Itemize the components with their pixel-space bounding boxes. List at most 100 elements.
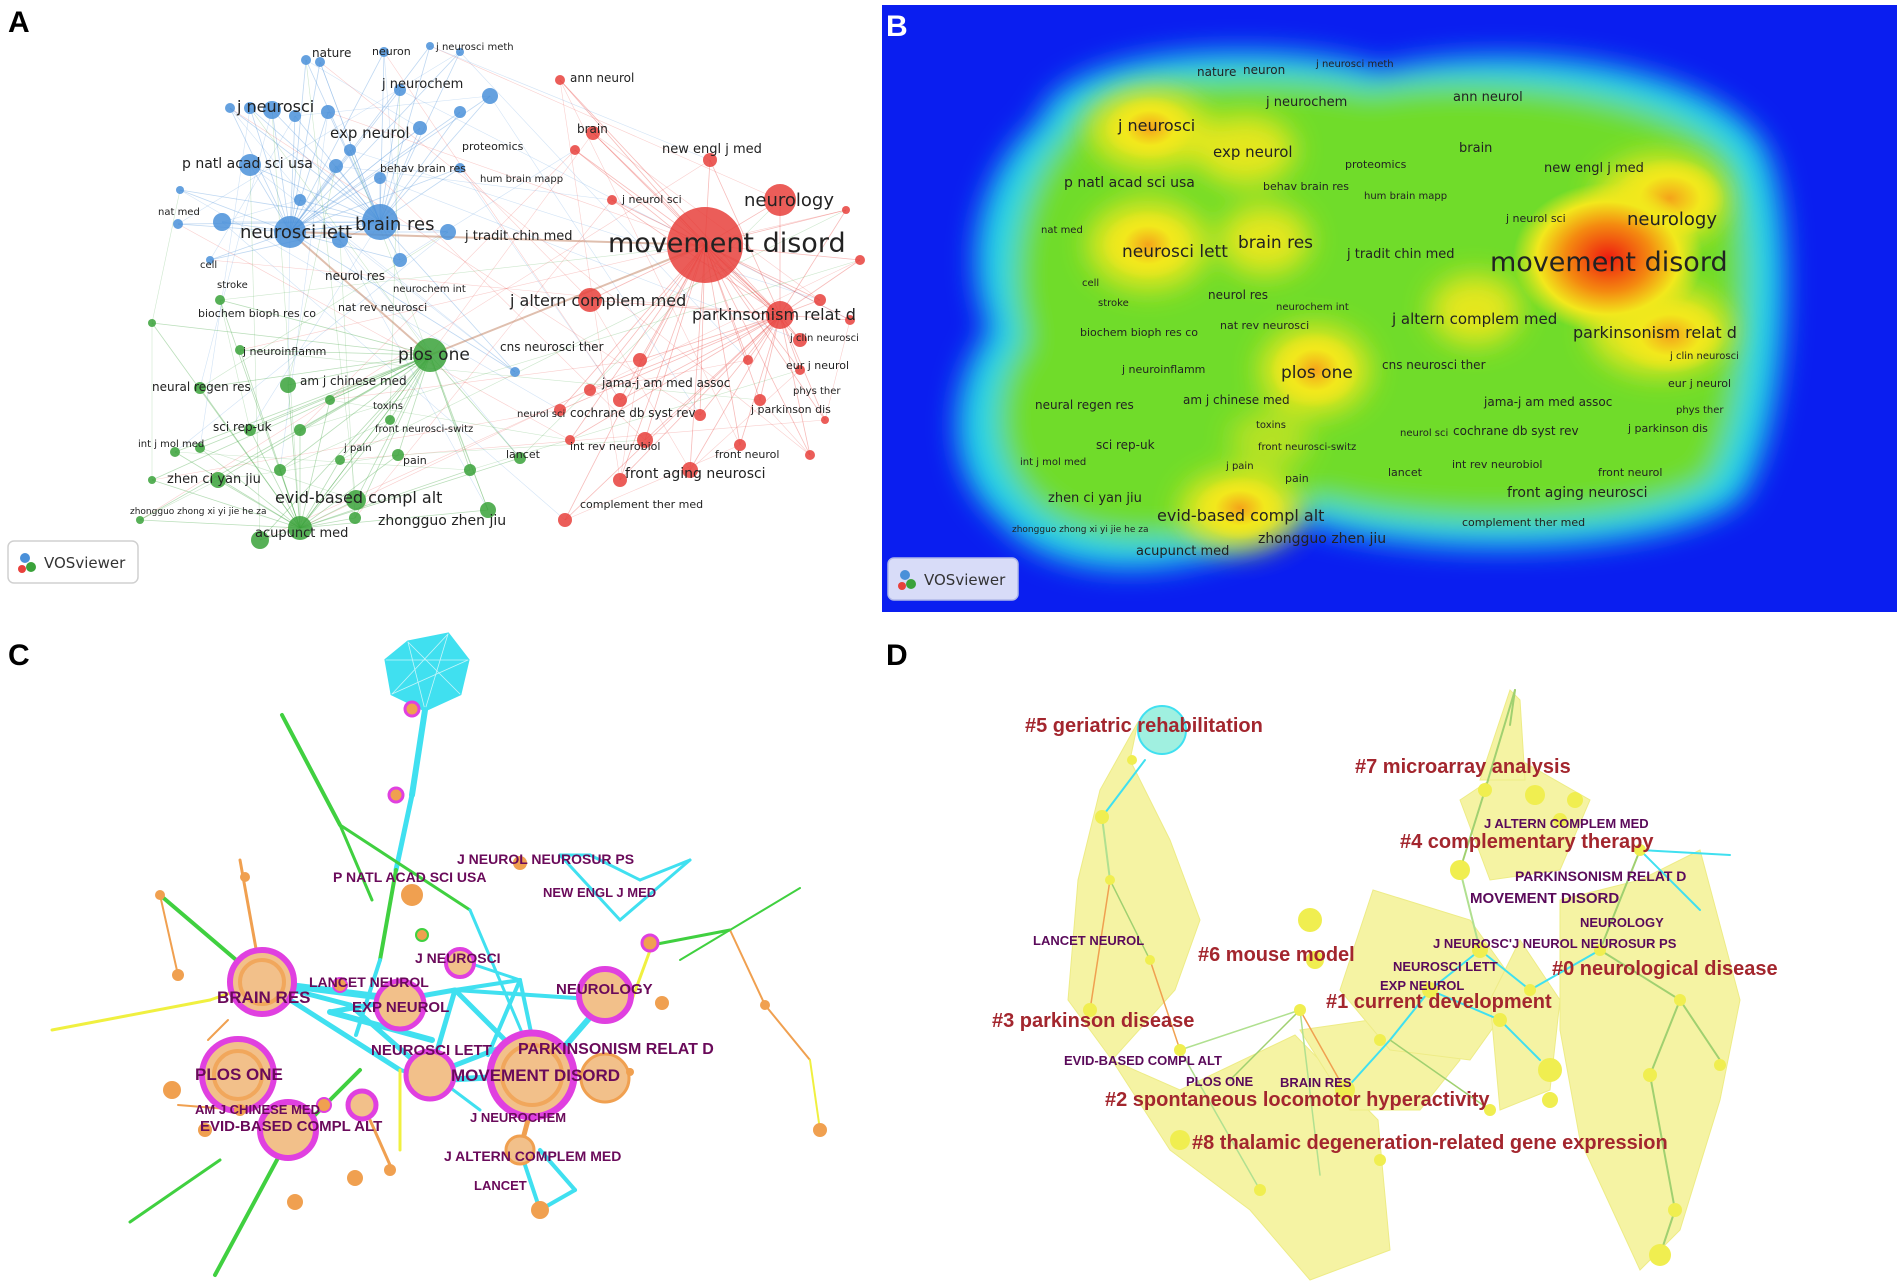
label-b-nat-med: nat med: [1041, 225, 1083, 236]
label-a-eur-j-neurol: eur j neurol: [786, 359, 849, 372]
a-node: [413, 338, 447, 372]
a-edge: [339, 209, 847, 461]
a-edge: [619, 314, 781, 481]
label-a-j-neurochem: j neurochem: [381, 77, 463, 92]
a-node: [321, 105, 335, 119]
vosviewer-logo-icon: [898, 570, 916, 590]
a-node: [251, 531, 269, 549]
panel-b-letter: B: [886, 10, 908, 43]
label-a-complement-ther-med: complement ther med: [580, 498, 703, 511]
label-c-brain-res: BRAIN RES: [217, 988, 311, 1007]
a-node: [565, 435, 575, 445]
a-edge: [151, 409, 561, 481]
label-a-exp-neurol: exp neurol: [330, 124, 410, 142]
a-node: [455, 163, 465, 173]
a-edge: [174, 354, 431, 453]
a-edge: [299, 469, 471, 529]
label-a-front-neurosci-switz: front neurosci-switz: [375, 424, 473, 435]
label-b-neurol-res: neurol res: [1208, 288, 1268, 302]
label-b-neurochem-int: neurochem int: [1276, 302, 1349, 313]
logo-b-text: VOSviewer: [924, 571, 1006, 589]
a-edge: [469, 369, 801, 471]
a-edge: [559, 79, 741, 446]
c-node-top-a: [403, 700, 421, 718]
a-node: [194, 382, 206, 394]
a-node: [392, 449, 404, 461]
a-edge: [709, 159, 781, 316]
a-node: [379, 47, 389, 57]
a-edge: [239, 349, 301, 529]
label-a-nature: nature: [312, 46, 351, 60]
label-b-j-neurochem: j neurochem: [1265, 95, 1347, 110]
label-b-j-parkinson-dis: j parkinson dis: [1627, 422, 1708, 435]
label-b-acupunct-med: acupunct med: [1136, 544, 1229, 559]
label-a-pain: pain: [403, 454, 427, 467]
a-edge: [379, 95, 491, 223]
a-edge: [319, 61, 381, 223]
a-edge: [289, 45, 431, 233]
a-edge: [704, 244, 811, 456]
label-a-ann-neurol: ann neurol: [570, 71, 634, 85]
label-b-eur-j-neurol: eur j neurol: [1668, 377, 1731, 390]
label-a-j-clin-neurosci: j clin neurosci: [789, 333, 859, 344]
label-b-zhen-ci-yan-jiu: zhen ci yan jiu: [1048, 491, 1142, 506]
a-node: [329, 159, 343, 173]
a-node: [821, 416, 829, 424]
label-c-movement-disord: MOVEMENT DISORD: [451, 1066, 620, 1085]
a-edge: [379, 111, 461, 223]
d-node-1: [1095, 810, 1109, 824]
label-c-plos-one: PLOS ONE: [195, 1065, 283, 1084]
label-a-new-engl-j-med: new engl j med: [662, 142, 762, 157]
label-b-behav-brain-res: behav brain res: [1263, 180, 1349, 193]
label-a-nat-rev-neurosci: nat rev neurosci: [338, 301, 427, 314]
label-a-zhongguo-zhong-xi-yi-jie-he-za: zhongguo zhong xi yi jie he za: [130, 507, 266, 517]
a-edge: [759, 399, 811, 456]
label-b-cell: cell: [1082, 278, 1099, 289]
a-edge: [287, 231, 291, 386]
a-edge: [179, 189, 561, 411]
d-node-33: [1542, 1092, 1558, 1108]
label-a-biochem-bioph-res-co: biochem bioph res co: [198, 307, 316, 320]
a-edge: [249, 354, 431, 431]
c-node-parkinsonism: [579, 1052, 631, 1104]
label-d-movement-disord: MOVEMENT DISORD: [1470, 890, 1619, 907]
a-edge: [429, 45, 781, 201]
a-node: [346, 490, 366, 510]
a-node: [289, 110, 301, 122]
label-b-brain: brain: [1459, 141, 1492, 156]
a-edge: [151, 354, 431, 481]
label-a-stroke: stroke: [217, 280, 248, 291]
label-b-complement-ther-med: complement ther med: [1462, 516, 1585, 529]
label-d-brain-res: BRAIN RES: [1280, 1075, 1352, 1090]
label-a-int-rev-neurobiol: int rev neurobiol: [570, 440, 660, 453]
a-edge: [689, 369, 801, 471]
label-b-int-j-mol-med: int j mol med: [1020, 457, 1086, 468]
label-b-lancet: lancet: [1388, 466, 1423, 479]
a-node: [814, 294, 826, 306]
label-d-j-altern-complem-med: J ALTERN COMPLEM MED: [1484, 816, 1649, 831]
label-a-hum-brain-mapp: hum brain mapp: [480, 174, 563, 185]
a-edge: [289, 59, 307, 233]
d-node-13: [1472, 942, 1488, 958]
a-node: [456, 48, 464, 56]
label-d-evid-based-compl-alt: EVID-BASED COMPL ALT: [1064, 1053, 1222, 1068]
a-edge: [299, 509, 489, 529]
panel-c-nodes: [155, 700, 827, 1219]
d-hull-0: [1559, 849, 1741, 1271]
label-b-evid-based-compl-alt: evid-based compl alt: [1157, 506, 1324, 525]
label-a-neurol-sci: neurol sci: [517, 409, 565, 420]
a-node: [239, 154, 261, 176]
a-edge: [289, 51, 385, 233]
label-c-neurology: NEUROLOGY: [556, 981, 653, 998]
a-edge: [271, 109, 291, 233]
d-node-c5-cluster: [1137, 705, 1187, 755]
c-node-small-13: [813, 1123, 827, 1137]
a-node: [170, 447, 180, 457]
a-edge: [489, 95, 701, 416]
c-node-small-15: [626, 1068, 634, 1076]
a-edge: [239, 349, 431, 356]
label-a-zhongguo-zhen-jiu: zhongguo zhen jiu: [378, 513, 506, 529]
c-node-small-10: [316, 1097, 332, 1113]
label-a-neurol-res: neurol res: [325, 269, 385, 283]
